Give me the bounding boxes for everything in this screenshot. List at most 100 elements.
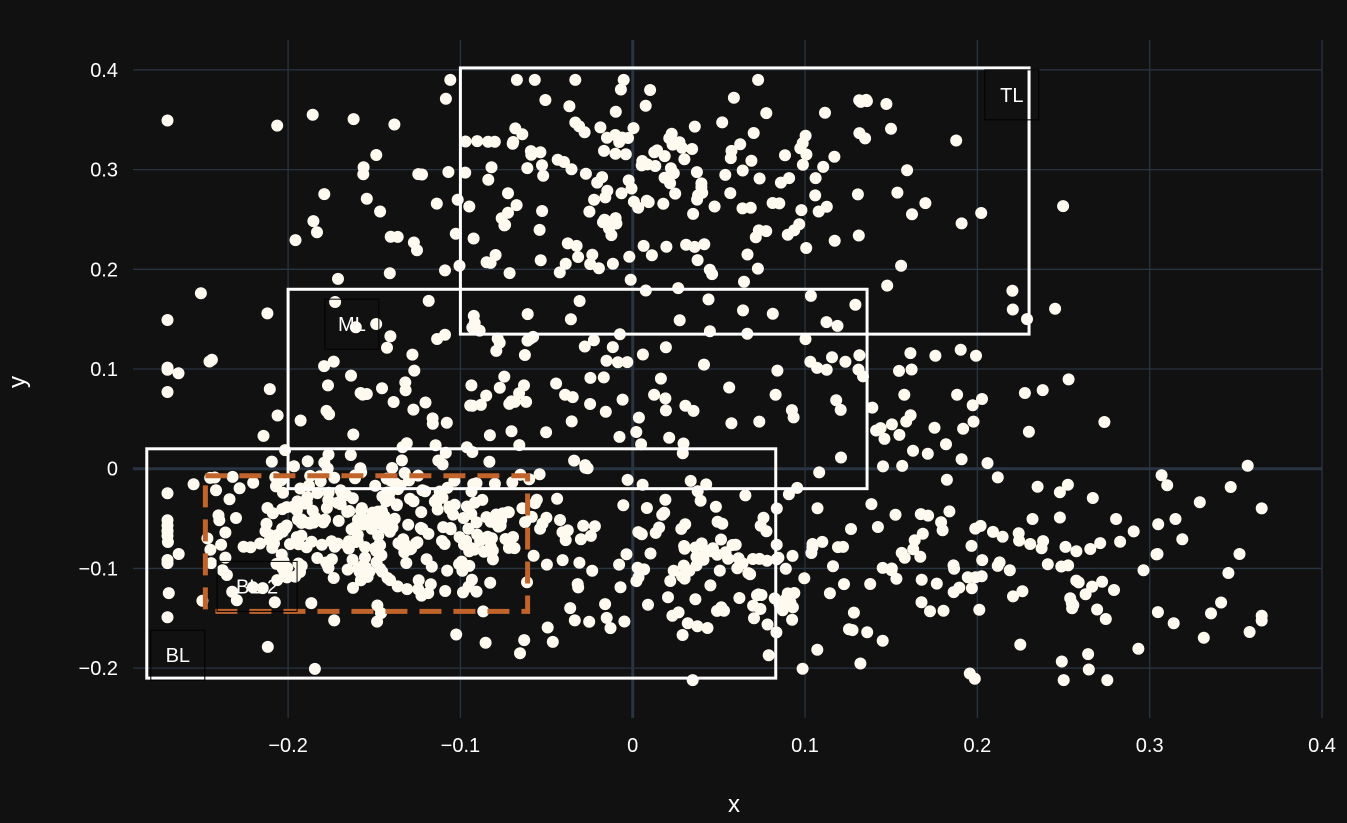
data-point [1114, 535, 1127, 548]
data-point [488, 477, 501, 490]
data-point [318, 188, 331, 201]
y-tick-label: 0.2 [90, 259, 118, 281]
data-point [773, 197, 786, 210]
data-point [280, 501, 293, 514]
data-point [1101, 674, 1114, 687]
data-point [627, 195, 640, 208]
data-point [640, 502, 653, 514]
data-point [539, 94, 552, 106]
data-point [357, 161, 370, 174]
data-point [618, 615, 631, 628]
data-point [205, 557, 218, 570]
x-tick-label: 0 [627, 735, 638, 757]
data-point [1241, 459, 1254, 472]
data-point [484, 256, 497, 269]
data-point [320, 404, 333, 417]
data-point [592, 262, 605, 275]
data-point [1053, 486, 1066, 499]
data-point [684, 474, 697, 487]
data-point [940, 438, 952, 451]
data-point [419, 396, 432, 409]
data-point [599, 405, 612, 418]
data-point [794, 142, 807, 155]
data-point [527, 549, 540, 562]
data-point [690, 166, 703, 179]
x-tick-label: −0.2 [268, 735, 307, 757]
data-point [260, 517, 273, 530]
data-point [853, 127, 866, 140]
data-point [483, 429, 496, 442]
data-point [1094, 537, 1107, 550]
data-point [332, 272, 344, 285]
data-point [632, 411, 645, 424]
data-point [906, 208, 918, 221]
data-point [398, 467, 411, 479]
data-point [613, 558, 626, 571]
data-point [564, 602, 577, 615]
data-point [878, 432, 891, 445]
data-point [637, 239, 650, 252]
data-point [450, 628, 463, 641]
data-point [835, 451, 847, 464]
data-point [215, 538, 228, 551]
data-point [736, 202, 749, 215]
data-point [664, 575, 677, 587]
annotation-box-bl [150, 629, 206, 681]
data-point [205, 353, 218, 366]
data-point [659, 404, 672, 417]
data-point [901, 164, 914, 177]
data-point [820, 363, 833, 376]
data-point [391, 230, 404, 243]
data-point [281, 561, 294, 574]
data-point [315, 538, 328, 551]
data-point [598, 213, 611, 226]
data-point [898, 388, 911, 401]
data-point [1055, 655, 1068, 668]
data-point [601, 131, 613, 144]
data-point [440, 416, 453, 429]
data-point [468, 543, 481, 556]
data-point [651, 144, 664, 157]
data-point [220, 569, 233, 581]
data-point [311, 226, 323, 239]
data-point [947, 586, 960, 599]
data-point [401, 583, 414, 596]
data-point [383, 267, 396, 280]
data-point [830, 394, 843, 407]
data-point [623, 250, 636, 263]
data-point [343, 505, 356, 517]
data-point [588, 193, 601, 206]
data-point [678, 572, 691, 585]
data-point [509, 122, 522, 135]
data-point [737, 304, 749, 317]
data-point [1086, 492, 1099, 504]
data-point [540, 426, 553, 439]
data-point [649, 160, 662, 172]
data-point [484, 576, 497, 589]
annotation-box-bl-2 [216, 560, 298, 612]
data-point [431, 333, 444, 345]
data-point [412, 574, 425, 587]
data-point [696, 186, 709, 199]
data-point [230, 594, 243, 607]
data-point [672, 606, 685, 619]
data-point [847, 606, 860, 619]
data-point [613, 430, 626, 443]
data-point [554, 514, 566, 526]
data-point [468, 316, 481, 329]
data-point [673, 136, 686, 149]
data-point [639, 99, 652, 112]
data-point [660, 240, 673, 253]
data-point [219, 551, 232, 564]
data-point [346, 553, 359, 566]
data-point [256, 582, 269, 595]
data-point [308, 662, 321, 675]
data-point [327, 572, 340, 584]
data-point [965, 539, 978, 552]
data-point [551, 492, 564, 505]
data-point [388, 118, 401, 131]
data-point [701, 622, 714, 634]
data-point [556, 526, 569, 539]
data-point [751, 589, 763, 602]
annotation-label-tl: TL [1000, 85, 1023, 107]
